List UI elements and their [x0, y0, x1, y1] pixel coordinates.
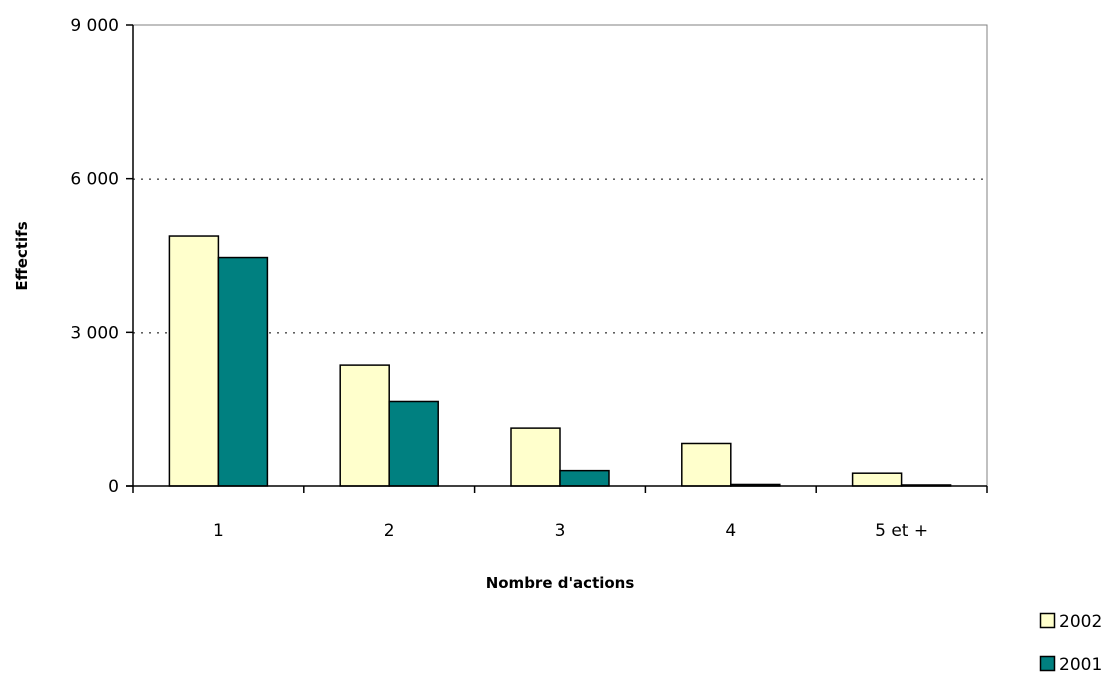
y-tick-label: 3 000: [70, 323, 119, 343]
bar-2001-3: [559, 469, 610, 487]
x-tick-label: 4: [725, 521, 736, 541]
x-tick-label: 3: [555, 521, 566, 541]
y-tick-label: 0: [108, 477, 119, 497]
bar-2002-3: [510, 427, 561, 487]
x-tick-label: 1: [213, 521, 224, 541]
bar-2002-5: [851, 472, 903, 487]
bar-2002-1: [168, 235, 220, 487]
x-tick-label: 2: [384, 521, 395, 541]
axes: [126, 24, 988, 493]
legend-swatch-2002: [1039, 612, 1056, 629]
legend: 2002 2001: [1039, 612, 1102, 675]
bars: [168, 235, 952, 487]
y-tick-label: 9 000: [70, 16, 119, 36]
y-axis-title: Effectifs: [13, 221, 31, 290]
bar-2002-2: [339, 364, 390, 487]
y-tick-label: 6 000: [70, 170, 119, 190]
x-tick-label: 5 et +: [875, 521, 928, 541]
bar-2001-2: [388, 400, 439, 487]
y-tick-labels: 0 3 000 6 000 9 000: [70, 16, 119, 497]
bar-2002-4: [681, 442, 732, 487]
x-tick-labels: 1 2 3 4 5 et +: [213, 521, 928, 541]
legend-swatch-2001: [1039, 655, 1056, 672]
bar-2001-1: [217, 256, 269, 487]
legend-label-2001: 2001: [1059, 655, 1102, 675]
x-axis-title: Nombre d'actions: [486, 574, 635, 592]
legend-label-2002: 2002: [1059, 612, 1102, 632]
